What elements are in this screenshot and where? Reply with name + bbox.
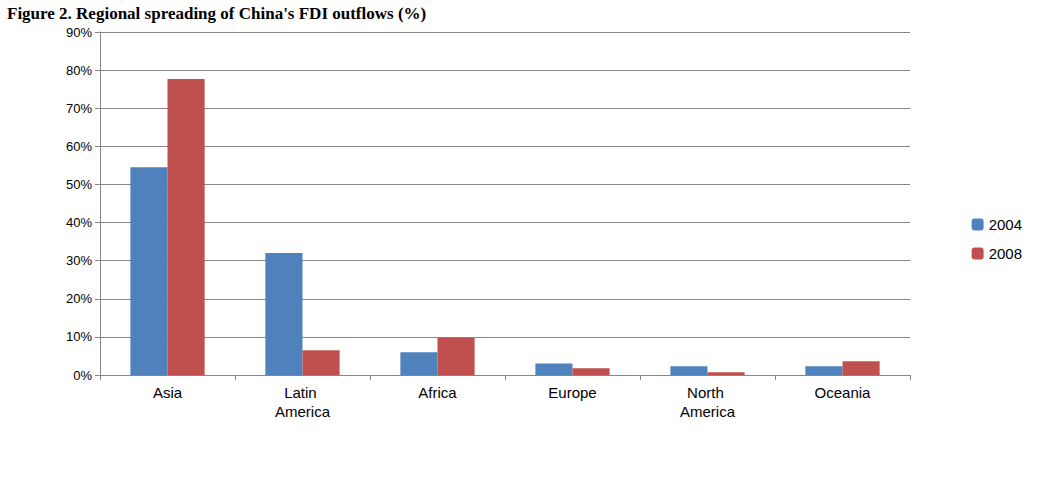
svg-text:Europe: Europe — [548, 384, 596, 401]
svg-text:2004: 2004 — [989, 216, 1022, 233]
svg-text:30%: 30% — [66, 253, 92, 268]
svg-text:America: America — [680, 403, 736, 420]
svg-text:Asia: Asia — [153, 384, 183, 401]
svg-text:70%: 70% — [66, 101, 92, 116]
svg-text:2008: 2008 — [989, 245, 1022, 262]
svg-text:90%: 90% — [66, 25, 92, 40]
svg-text:Latin: Latin — [284, 384, 321, 401]
svg-text:America: America — [275, 403, 331, 420]
svg-text:Figure 2. Regional spreading o: Figure 2. Regional spreading of China's … — [7, 4, 426, 23]
svg-text:80%: 80% — [66, 63, 92, 78]
svg-text:20%: 20% — [66, 291, 92, 306]
svg-text:50%: 50% — [66, 177, 92, 192]
svg-text:60%: 60% — [66, 139, 92, 154]
svg-text:10%: 10% — [66, 329, 92, 344]
svg-text:0%: 0% — [73, 368, 92, 383]
svg-text:North: North — [687, 384, 728, 401]
svg-text:Africa: Africa — [418, 384, 457, 401]
svg-text:Oceania: Oceania — [815, 384, 872, 401]
svg-text:40%: 40% — [66, 215, 92, 230]
